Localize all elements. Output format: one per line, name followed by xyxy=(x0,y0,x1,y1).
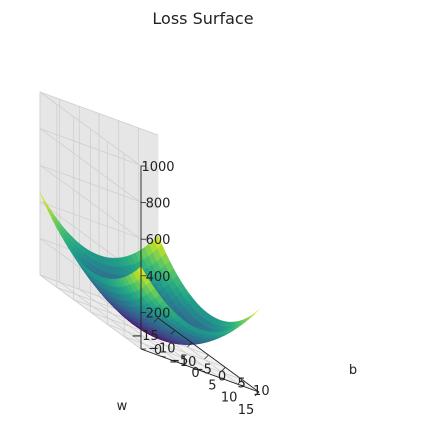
y-tick-label: −10 xyxy=(169,355,196,370)
y-axis-label: b xyxy=(349,363,357,378)
x-tick-mark xyxy=(153,317,159,323)
grid-line xyxy=(59,281,161,357)
y-tick-mark xyxy=(199,370,206,372)
z-tick-label: 800 xyxy=(146,197,171,212)
x-tick-mark xyxy=(204,354,209,360)
z-tick-label: 400 xyxy=(146,270,171,285)
y-tick-label: 10 xyxy=(253,384,270,399)
grid-line xyxy=(39,274,142,350)
z-tick-label: 0 xyxy=(154,343,162,358)
chart-title: Loss Surface xyxy=(152,9,253,28)
x-axis-label: w xyxy=(117,399,128,414)
surface-mesh xyxy=(39,192,260,345)
y-tick-label: 5 xyxy=(238,377,246,392)
x-tick-label: 0 xyxy=(191,366,199,381)
y-tick-mark xyxy=(180,362,186,365)
x-tick-label: −10 xyxy=(148,341,175,356)
grid-line xyxy=(39,91,159,136)
y-tick-mark xyxy=(239,384,245,387)
x-tick-mark xyxy=(254,391,260,397)
z-tick-label: 1000 xyxy=(141,160,174,175)
grid-line xyxy=(39,91,142,167)
x-tick-mark xyxy=(221,367,226,372)
x-tick-label: 15 xyxy=(238,403,255,418)
x-tick-mark xyxy=(237,379,243,384)
y-tick-mark xyxy=(160,355,166,358)
grid-line xyxy=(79,289,181,364)
x-tick-mark xyxy=(187,342,192,347)
x-tick-label: −5 xyxy=(169,354,188,369)
x-tick-label: 5 xyxy=(208,378,216,393)
y-tick-label: 0 xyxy=(218,370,226,385)
x-tick-label: −15 xyxy=(131,329,158,344)
y-tick-mark xyxy=(219,377,225,380)
grid-line xyxy=(39,128,142,203)
y-tick-label: −5 xyxy=(193,362,212,377)
z-tick-label: 200 xyxy=(146,306,171,321)
z-tick-label: 600 xyxy=(146,233,171,248)
x-tick-label: 10 xyxy=(221,391,238,406)
x-tick-mark xyxy=(170,330,176,335)
grid-line xyxy=(39,164,142,240)
